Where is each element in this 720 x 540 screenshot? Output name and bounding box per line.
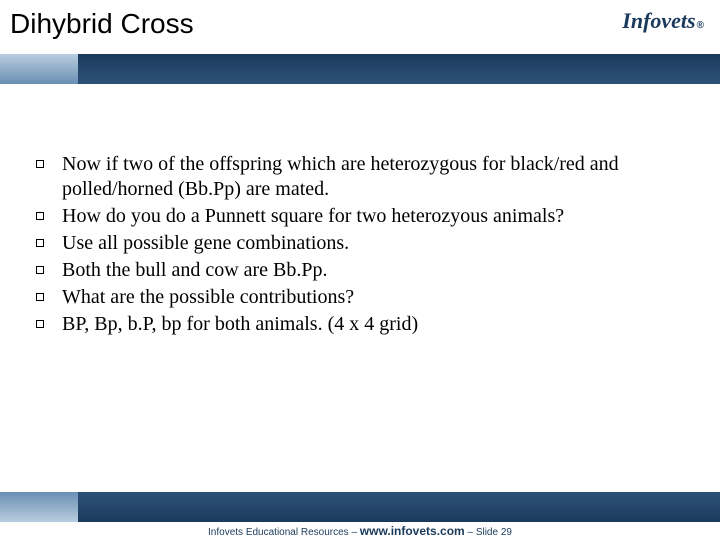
square-bullet-icon [36, 293, 44, 301]
square-bullet-icon [36, 239, 44, 247]
logo-text-part1: Infov [622, 8, 671, 34]
bullet-text: BP, Bp, b.P, bp for both animals. (4 x 4… [62, 312, 418, 337]
header: Dihybrid Cross Infovets® [0, 0, 720, 54]
square-bullet-icon [36, 212, 44, 220]
square-bullet-icon [36, 266, 44, 274]
list-item: Now if two of the offspring which are he… [36, 152, 692, 202]
footer-band-left [0, 492, 78, 522]
bullet-text: Use all possible gene combinations. [62, 231, 349, 256]
bullet-text: Both the bull and cow are Bb.Pp. [62, 258, 328, 283]
footer-band-right [78, 492, 720, 522]
band-right [78, 54, 720, 84]
content-area: Now if two of the offspring which are he… [0, 84, 720, 337]
list-item: BP, Bp, b.P, bp for both animals. (4 x 4… [36, 312, 692, 337]
list-item: Both the bull and cow are Bb.Pp. [36, 258, 692, 283]
footer-url: www.infovets.com [360, 524, 465, 538]
bullet-text: What are the possible contributions? [62, 285, 354, 310]
footer-prefix: Infovets Educational Resources – [208, 527, 360, 538]
logo-text-part2: ets [671, 8, 695, 34]
brand-logo: Infovets® [622, 8, 704, 34]
list-item: How do you do a Punnett square for two h… [36, 204, 692, 229]
band-left [0, 54, 78, 84]
footer-accent-band [0, 492, 720, 522]
bullet-text: Now if two of the offspring which are he… [62, 152, 692, 202]
list-item: Use all possible gene combinations. [36, 231, 692, 256]
registered-icon: ® [697, 20, 704, 31]
header-accent-band [0, 54, 720, 84]
bullet-text: How do you do a Punnett square for two h… [62, 204, 564, 229]
list-item: What are the possible contributions? [36, 285, 692, 310]
page-title: Dihybrid Cross [10, 8, 194, 40]
footer-text: Infovets Educational Resources – www.inf… [0, 524, 720, 538]
footer-suffix: – Slide 29 [465, 527, 512, 538]
bullet-list: Now if two of the offspring which are he… [36, 152, 692, 337]
square-bullet-icon [36, 320, 44, 328]
square-bullet-icon [36, 160, 44, 168]
